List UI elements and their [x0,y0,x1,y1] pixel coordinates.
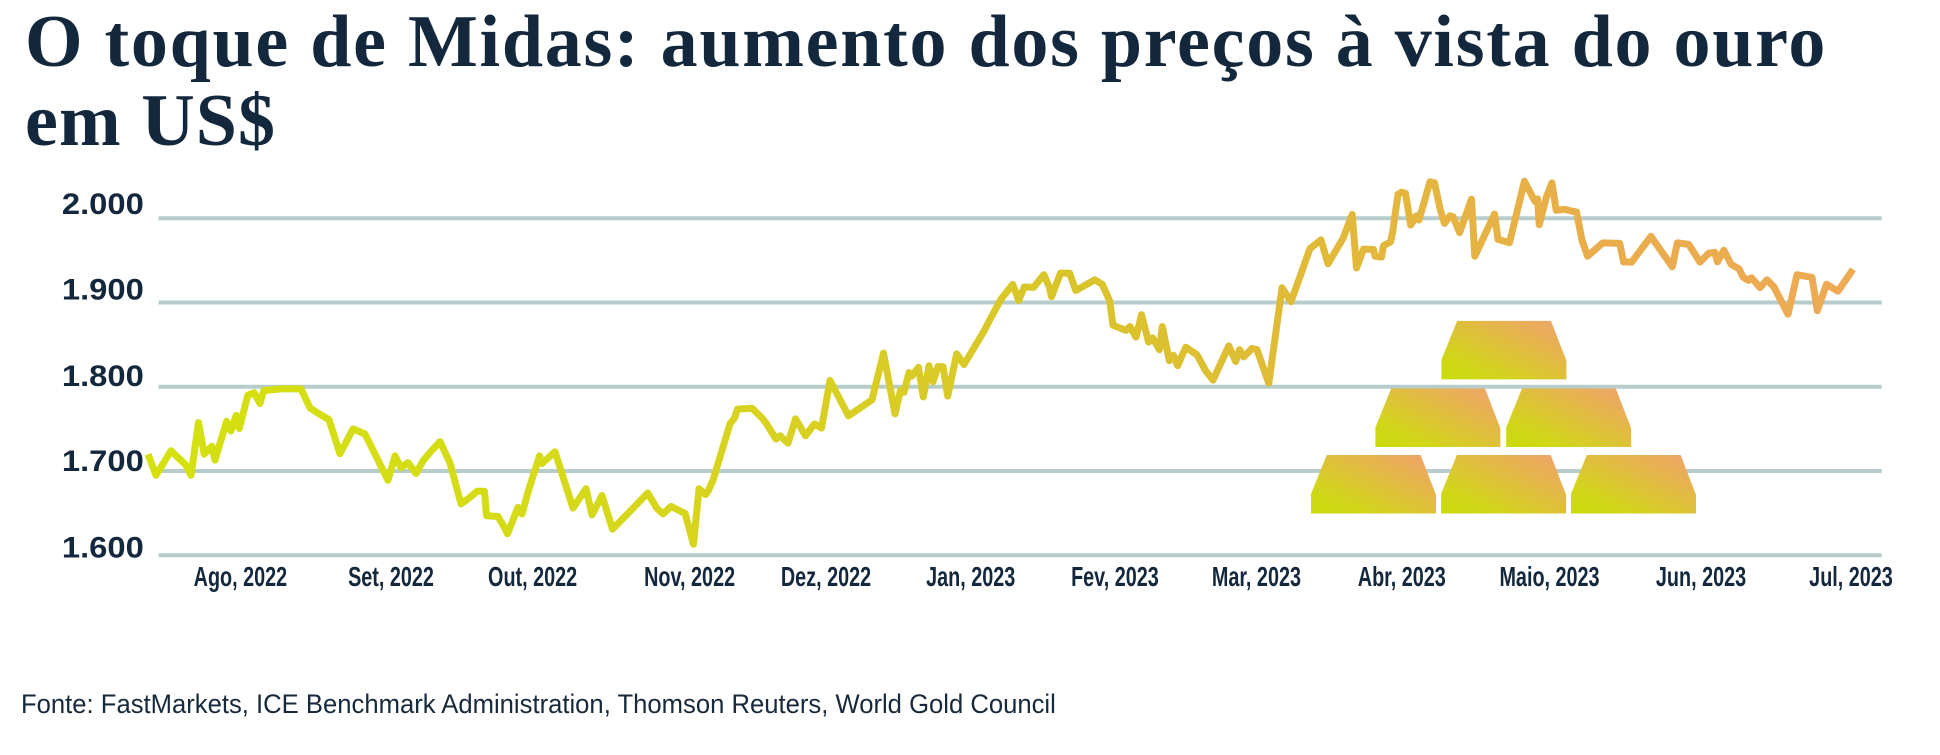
svg-text:Jul, 2023: Jul, 2023 [1809,562,1893,593]
svg-text:Set, 2022: Set, 2022 [348,562,434,593]
svg-text:Ago, 2022: Ago, 2022 [194,562,288,593]
svg-text:1.800: 1.800 [62,359,144,392]
svg-text:1.700: 1.700 [62,445,144,478]
svg-text:2.000: 2.000 [62,187,144,220]
svg-text:em US$: em US$ [25,80,275,162]
svg-text:Nov, 2022: Nov, 2022 [644,562,735,593]
svg-text:Fev, 2023: Fev, 2023 [1071,562,1159,593]
svg-text:Dez, 2022: Dez, 2022 [781,562,871,593]
svg-text:Mar, 2023: Mar, 2023 [1212,562,1301,593]
svg-text:Jun, 2023: Jun, 2023 [1656,562,1746,593]
svg-text:Out, 2022: Out, 2022 [488,562,577,593]
svg-text:1.600: 1.600 [62,531,144,564]
svg-text:1.900: 1.900 [62,273,144,306]
svg-text:Fonte: FastMarkets, ICE Benchm: Fonte: FastMarkets, ICE Benchmark Admini… [21,689,1056,719]
svg-text:Abr, 2023: Abr, 2023 [1358,562,1446,593]
svg-text:Maio, 2023: Maio, 2023 [1499,562,1599,593]
svg-text:O toque de Midas: aumento dos: O toque de Midas: aumento dos preços à v… [25,1,1825,83]
svg-text:Jan, 2023: Jan, 2023 [926,562,1015,593]
